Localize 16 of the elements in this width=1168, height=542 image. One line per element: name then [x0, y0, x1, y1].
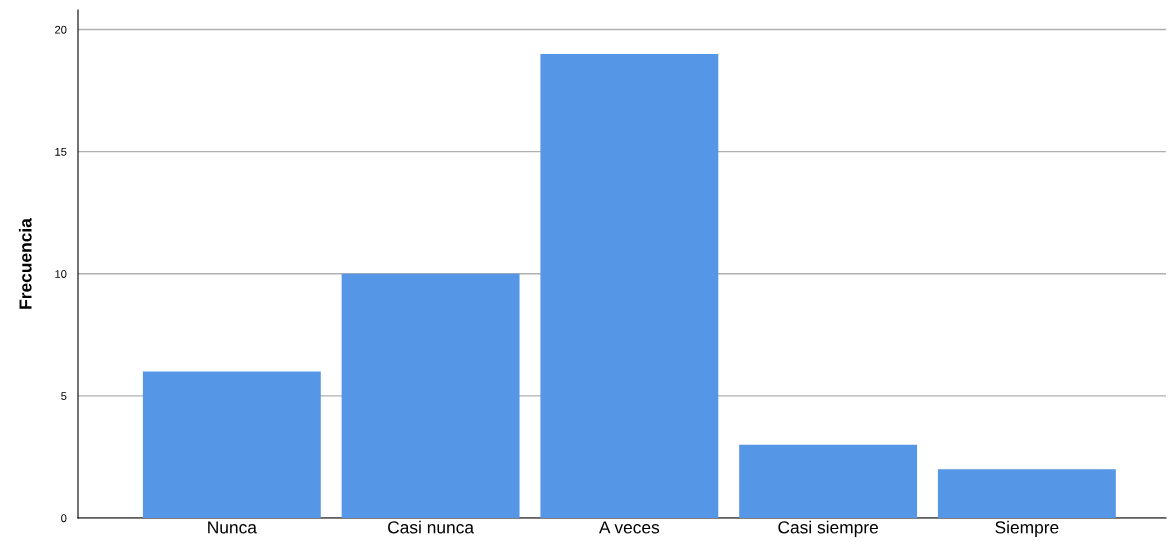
- y-tick-label: 20: [55, 25, 67, 34]
- bar: [142, 371, 321, 518]
- y-tick-label: 15: [55, 148, 67, 156]
- x-tick-label: Nunca: [208, 521, 257, 534]
- x-tick-label: A veces: [598, 521, 660, 534]
- y-tick-label: 0: [61, 514, 67, 523]
- y-axis-title: Frecuencia: [18, 218, 32, 309]
- x-tick-label: Casi nunca: [388, 520, 475, 534]
- bar: [739, 444, 918, 518]
- x-tick-label: Casi siempre: [778, 520, 878, 537]
- bar: [540, 53, 719, 518]
- y-tick-label: 5: [61, 392, 67, 401]
- x-tick-label: Siempre: [995, 520, 1059, 537]
- bar: [937, 469, 1116, 518]
- y-tick-label: 10: [55, 270, 67, 278]
- bar: [341, 273, 520, 518]
